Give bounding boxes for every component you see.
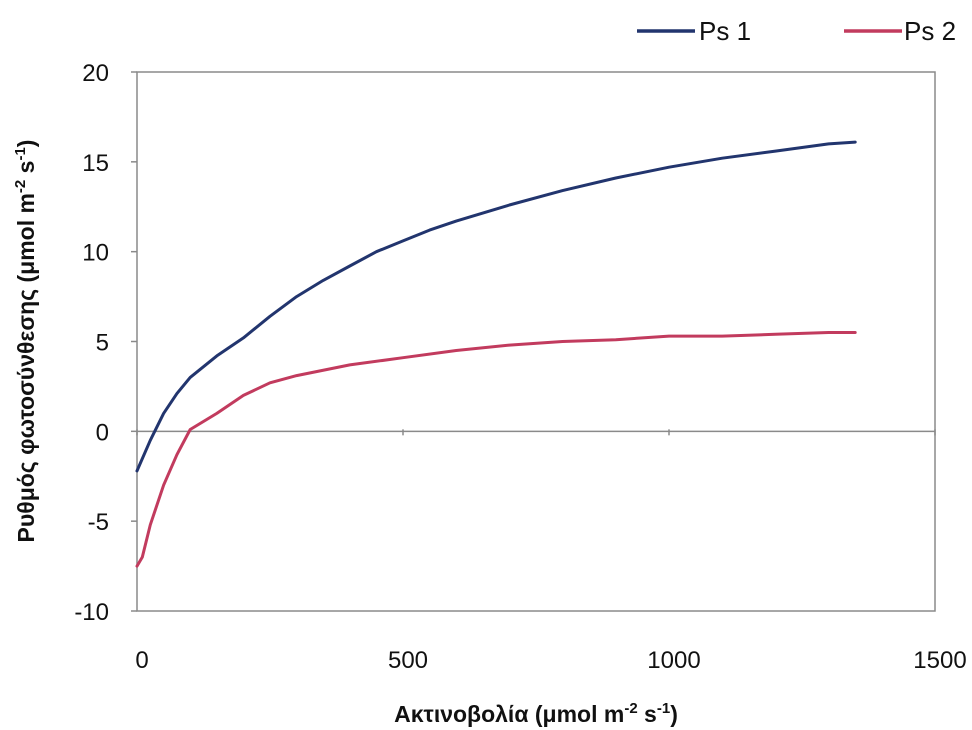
x-tick-label: 1000	[647, 647, 700, 674]
legend: Ps 1 Ps 2	[637, 16, 956, 46]
series-line-ps2	[135, 331, 857, 568]
y-tick-label: 10	[82, 240, 109, 267]
legend-label-ps1: Ps 1	[699, 16, 751, 46]
y-tick-label: 15	[82, 150, 109, 177]
x-tick-label: 500	[388, 647, 428, 674]
x-tick-label: 0	[135, 647, 148, 674]
series-lines	[135, 140, 857, 568]
y-tick-label: -5	[88, 509, 109, 536]
y-tick-label: 5	[96, 330, 109, 357]
y-tick-label: -10	[74, 599, 109, 626]
axis-ticks: 20 15 10 5 0 -5 -10 0 500 1000 1500	[74, 60, 966, 674]
legend-label-ps2: Ps 2	[904, 16, 956, 46]
y-axis-title: Ρυθμός φωτοσύνθεσης (μmol m-2 s-1)	[12, 140, 39, 543]
series-line-ps1	[135, 140, 857, 473]
x-axis-title: Ακτινοβολία (μmol m-2 s-1)	[394, 700, 678, 727]
x-tick-label: 1500	[913, 647, 966, 674]
y-tick-label: 20	[82, 60, 109, 87]
plot-area	[136, 71, 936, 612]
y-tick-label: 0	[96, 419, 109, 446]
